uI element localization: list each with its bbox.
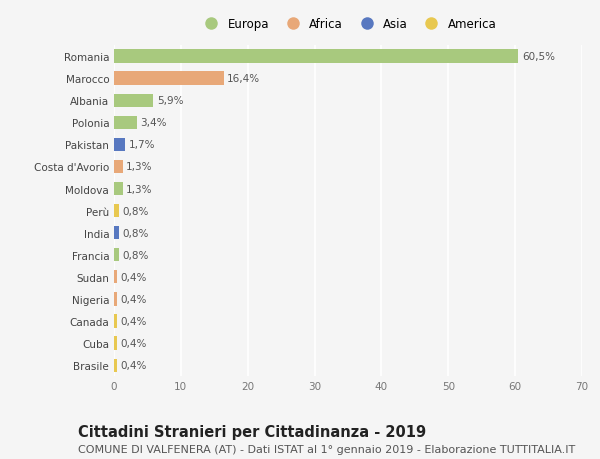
Text: 60,5%: 60,5% — [522, 52, 555, 62]
Text: 1,3%: 1,3% — [126, 184, 152, 194]
Text: 3,4%: 3,4% — [140, 118, 167, 128]
Bar — [114, 293, 116, 306]
Bar — [114, 359, 116, 372]
Text: 16,4%: 16,4% — [227, 74, 260, 84]
Bar — [114, 183, 122, 196]
Text: 0,8%: 0,8% — [122, 250, 149, 260]
Bar — [114, 205, 119, 218]
Text: 0,8%: 0,8% — [122, 228, 149, 238]
Bar — [114, 227, 119, 240]
Bar — [114, 95, 154, 107]
Text: 5,9%: 5,9% — [157, 96, 183, 106]
Bar — [114, 50, 518, 63]
Text: COMUNE DI VALFENERA (AT) - Dati ISTAT al 1° gennaio 2019 - Elaborazione TUTTITAL: COMUNE DI VALFENERA (AT) - Dati ISTAT al… — [78, 444, 575, 454]
Bar — [114, 139, 125, 151]
Bar — [114, 117, 137, 129]
Text: 1,7%: 1,7% — [129, 140, 155, 150]
Text: 0,4%: 0,4% — [120, 360, 146, 370]
Bar — [114, 249, 119, 262]
Text: 0,8%: 0,8% — [122, 206, 149, 216]
Text: Cittadini Stranieri per Cittadinanza - 2019: Cittadini Stranieri per Cittadinanza - 2… — [78, 425, 426, 440]
Bar — [114, 271, 116, 284]
Text: 0,4%: 0,4% — [120, 272, 146, 282]
Bar — [114, 73, 224, 85]
Text: 0,4%: 0,4% — [120, 294, 146, 304]
Text: 0,4%: 0,4% — [120, 316, 146, 326]
Text: 1,3%: 1,3% — [126, 162, 152, 172]
Bar — [114, 337, 116, 350]
Text: 0,4%: 0,4% — [120, 338, 146, 348]
Bar — [114, 315, 116, 328]
Legend: Europa, Africa, Asia, America: Europa, Africa, Asia, America — [197, 16, 499, 33]
Bar — [114, 161, 122, 174]
